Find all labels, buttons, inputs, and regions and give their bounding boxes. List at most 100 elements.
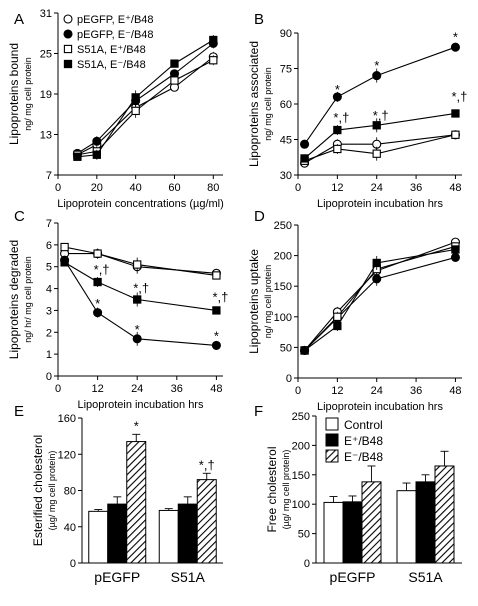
series-line-0 — [304, 134, 456, 164]
y-axis-label: Lipoproteins bound — [7, 43, 21, 145]
y-tick-label: 0 — [46, 371, 52, 383]
panel-letter: A — [14, 11, 24, 28]
data-point — [450, 42, 460, 52]
legend-label: E⁺/B48 — [344, 434, 383, 448]
data-point — [209, 35, 218, 45]
panel-b: B 30 45 60 75 90 Lipoproteins associated ng/ mg… — [247, 11, 467, 210]
y-axis-sublabel: ng/ mg cell protein — [263, 67, 273, 141]
data-point — [372, 121, 381, 130]
y-tick-label: 0 — [70, 558, 76, 570]
x-tick-label: 24 — [371, 385, 383, 397]
series-line-3 — [304, 248, 456, 351]
y-tick-label: 160 — [58, 413, 76, 425]
y-axis-sublabel: ng/ mg cell protein — [23, 57, 33, 131]
data-point — [332, 92, 342, 102]
data-point — [93, 277, 102, 287]
x-tick-label: 20 — [91, 182, 103, 194]
series-line-2 — [64, 246, 217, 277]
significance-marker: * — [214, 329, 219, 344]
data-point — [212, 271, 221, 280]
y-tick-label: 80 — [64, 486, 76, 498]
x-tick-label: 24 — [371, 182, 383, 194]
data-point — [73, 152, 82, 161]
data-point — [211, 340, 221, 350]
y-axis-sublabel: ng/ mg cell protein — [263, 265, 273, 339]
significance-marker: * — [95, 296, 100, 311]
legend-marker — [63, 14, 73, 24]
y-tick-label: 31 — [40, 8, 52, 20]
legend-label: S51A, E⁻/B48 — [77, 59, 146, 71]
data-point — [333, 125, 342, 135]
bar — [126, 441, 147, 564]
y-tick-label: 40 — [64, 522, 76, 534]
y-tick-label: 25 — [40, 49, 52, 61]
x-tick-label: 60 — [168, 182, 180, 194]
x-tick-label: 12 — [91, 383, 103, 395]
data-point — [451, 109, 460, 118]
y-tick-label: 4 — [46, 284, 52, 296]
data-point — [93, 308, 103, 318]
series-line-1 — [304, 46, 456, 145]
y-tick-label: 2 — [46, 327, 52, 339]
panel-letter: F — [254, 403, 263, 420]
y-tick-label: 150 — [274, 281, 292, 293]
legend-label: S51A, E⁺/B48 — [77, 44, 146, 56]
panel-letter: C — [14, 208, 25, 225]
data-point — [212, 306, 221, 315]
category-label: pEGFP — [330, 569, 376, 585]
bar — [361, 481, 382, 564]
significance-marker: *,† — [333, 110, 349, 125]
data-point — [450, 252, 460, 262]
y-tick-label: 7 — [46, 218, 52, 230]
y-tick-label: 0 — [304, 558, 310, 570]
significance-marker: *,† — [451, 89, 467, 104]
y-tick-label: 250 — [292, 411, 310, 423]
x-tick-label: 48 — [449, 385, 461, 397]
y-tick-label: 7 — [46, 170, 52, 182]
data-point — [92, 136, 102, 146]
data-point — [372, 71, 382, 81]
data-point — [372, 149, 381, 158]
y-axis-sublabel: ng/ hr/ mg cell protein — [23, 256, 33, 343]
x-tick-label: 0 — [55, 182, 61, 194]
x-tick-label: 12 — [331, 182, 343, 194]
y-tick-label: 60 — [280, 99, 292, 111]
bar — [107, 503, 128, 564]
legend-label: pEGFP, E⁺/B48 — [77, 14, 154, 26]
significance-marker: *,† — [373, 108, 389, 123]
x-tick-label: 24 — [131, 383, 143, 395]
data-point — [372, 258, 381, 268]
x-tick-label: 0 — [295, 385, 301, 397]
y-tick-label: 90 — [280, 28, 292, 40]
significance-marker: * — [135, 322, 140, 337]
significance-marker: *,† — [94, 262, 110, 277]
x-tick-label: 80 — [207, 182, 219, 194]
bar — [88, 510, 109, 564]
x-tick-label: 48 — [449, 182, 461, 194]
x-tick-label: 36 — [410, 385, 422, 397]
bar — [177, 503, 198, 564]
legend-swatch — [325, 449, 339, 463]
data-point — [333, 312, 342, 321]
bar — [434, 465, 455, 564]
category-label: S51A — [171, 569, 206, 585]
panel-letter: E — [14, 403, 24, 420]
significance-marker: *,† — [212, 289, 228, 304]
y-tick-label: 150 — [292, 470, 310, 482]
y-tick-label: 5 — [46, 262, 52, 274]
series-line-2 — [304, 245, 456, 351]
y-tick-label: 1 — [46, 349, 52, 361]
data-point — [93, 249, 102, 258]
y-axis-label: Esterified cholesterol — [31, 435, 45, 546]
panel-a: A 7 13 19 25 31 Lipoproteins bound ng/ mg cell … — [7, 8, 224, 210]
x-tick-label: 0 — [55, 383, 61, 395]
significance-marker: *,† — [199, 457, 215, 472]
y-tick-label: 50 — [298, 529, 310, 541]
bar — [415, 481, 436, 564]
panel-letter: D — [254, 208, 265, 225]
x-axis-label: Lipoprotein incubation hrs — [317, 401, 443, 413]
series-line-2 — [304, 134, 456, 162]
bar — [196, 479, 217, 564]
x-tick-label: 0 — [295, 182, 301, 194]
